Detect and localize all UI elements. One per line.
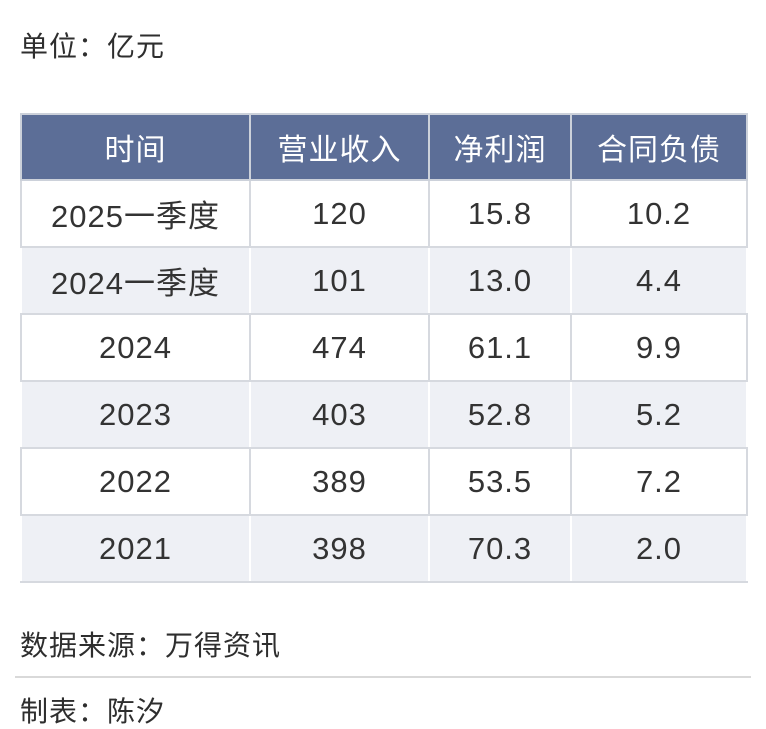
table-cell: 2021: [20, 514, 251, 583]
table-cell: 10.2: [570, 179, 748, 248]
source-label: 数据来源：万得资讯: [20, 630, 282, 661]
table-cell: 2024一季度: [20, 246, 251, 315]
table-row: 2022 389 53.5 7.2: [20, 447, 748, 516]
author-label: 制表：陈汐: [20, 696, 166, 727]
table-cell: 15.8: [428, 179, 572, 248]
table-row: 2023 403 52.8 5.2: [20, 380, 748, 449]
divider: [15, 676, 751, 678]
table-cell: 4.4: [570, 246, 748, 315]
financial-table: 时间 营业收入 净利润 合同负债 2025一季度 120 15.8 10.2 2…: [20, 113, 748, 583]
column-header-net-profit: 净利润: [428, 113, 572, 181]
table-cell: 389: [249, 447, 430, 516]
table-cell: 2024: [20, 313, 251, 382]
table-cell: 53.5: [428, 447, 572, 516]
column-header-revenue: 营业收入: [249, 113, 430, 181]
table-cell: 9.9: [570, 313, 748, 382]
table-cell: 403: [249, 380, 430, 449]
table-cell: 52.8: [428, 380, 572, 449]
table-cell: 13.0: [428, 246, 572, 315]
table-cell: 2025一季度: [20, 179, 251, 248]
unit-label: 单位：亿元: [20, 31, 166, 62]
table-row: 2024一季度 101 13.0 4.4: [20, 246, 748, 315]
column-header-time: 时间: [20, 113, 251, 181]
table-cell: 120: [249, 179, 430, 248]
table-row: 2021 398 70.3 2.0: [20, 514, 748, 583]
table-cell: 474: [249, 313, 430, 382]
table-cell: 7.2: [570, 447, 748, 516]
table-cell: 70.3: [428, 514, 572, 583]
table-cell: 2.0: [570, 514, 748, 583]
table-row: 2024 474 61.1 9.9: [20, 313, 748, 382]
table-cell: 398: [249, 514, 430, 583]
table-cell: 61.1: [428, 313, 572, 382]
table-cell: 2022: [20, 447, 251, 516]
table-cell: 5.2: [570, 380, 748, 449]
table-header-row: 时间 营业收入 净利润 合同负债: [20, 113, 748, 181]
table-cell: 101: [249, 246, 430, 315]
table-cell: 2023: [20, 380, 251, 449]
table-row: 2025一季度 120 15.8 10.2: [20, 179, 748, 248]
column-header-contract-liabilities: 合同负债: [570, 113, 748, 181]
